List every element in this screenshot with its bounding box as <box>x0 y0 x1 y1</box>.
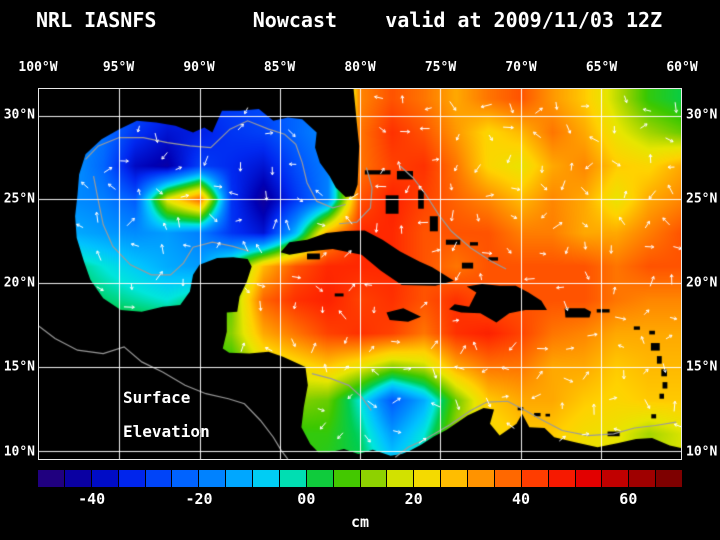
colorbar-unit: cm <box>350 513 370 531</box>
colorbar-segment <box>387 470 415 487</box>
colorbar-segment <box>602 470 630 487</box>
sea-surface-elevation-heatmap <box>39 89 681 459</box>
latitude-axis-left: 30°N 25°N 20°N 15°N 10°N <box>1 88 37 460</box>
lat-tick-label-left: 30°N <box>3 107 35 123</box>
longitude-axis: 100°W 95°W 90°W 85°W 80°W 75°W 70°W 65°W 60°W <box>18 60 697 78</box>
colorbar-segment <box>494 470 522 487</box>
colorbar-segment <box>38 470 65 487</box>
colorbar-segment <box>279 470 307 487</box>
map-area: Surface Elevation <box>38 88 682 460</box>
lat-tick-label-left: 20°N <box>3 275 35 291</box>
map-overlay-label-line1: Surface <box>123 388 191 407</box>
lon-tick-label: 100°W <box>18 60 58 75</box>
lat-tick-label-right: 30°N <box>686 107 718 123</box>
colorbar-segment <box>118 470 146 487</box>
colorbar-tick: 40 <box>511 490 531 508</box>
colorbar-segment <box>253 470 280 487</box>
colorbar-segment <box>172 470 200 487</box>
lon-tick-label: 60°W <box>666 60 698 75</box>
lat-tick-label-right: 25°N <box>686 191 718 207</box>
colorbar-tick: -40 <box>78 490 106 508</box>
map-overlay-label-line2: Elevation <box>123 422 210 441</box>
lon-tick-label: 75°W <box>424 60 457 75</box>
lat-tick-label-right: 15°N <box>686 359 718 375</box>
colorbar-tick: 60 <box>619 490 638 508</box>
colorbar-segment <box>199 470 227 487</box>
lon-tick-label: 85°W <box>263 60 296 75</box>
colorbar-segment <box>629 470 657 487</box>
colorbar-tick-labels: -40 -20 00 20 40 60 <box>38 490 682 510</box>
colorbar-segment <box>414 470 442 487</box>
lon-tick-label: 70°W <box>505 60 537 75</box>
plot-title: NRL IASNFS Nowcast valid at 2009/11/03 1… <box>36 8 663 32</box>
lon-tick-label: 95°W <box>102 60 135 75</box>
colorbar-tick: 00 <box>297 490 316 508</box>
colorbar-segment <box>521 470 549 487</box>
colorbar-segment <box>333 470 361 487</box>
lat-tick-label-left: 10°N <box>3 444 35 460</box>
latitude-axis-right: 30°N 25°N 20°N 15°N 10°N <box>684 88 720 460</box>
lat-tick-label-right: 20°N <box>686 275 718 291</box>
colorbar-tick: -20 <box>185 490 213 508</box>
colorbar-segment <box>548 470 576 487</box>
colorbar-segment <box>575 470 603 487</box>
colorbar <box>38 470 682 487</box>
lat-tick-label-left: 15°N <box>3 359 35 375</box>
colorbar-tick: 20 <box>404 490 423 508</box>
colorbar-segment <box>441 470 468 487</box>
colorbar-segment <box>360 470 388 487</box>
colorbar-segment <box>306 470 334 487</box>
colorbar-segment <box>656 470 682 487</box>
colorbar-segment <box>468 470 495 487</box>
lat-tick-label-left: 25°N <box>3 191 35 207</box>
lat-tick-label-right: 10°N <box>686 444 718 460</box>
colorbar-segment <box>145 470 173 487</box>
colorbar-segment <box>64 470 92 487</box>
lon-tick-label: 90°W <box>183 60 215 75</box>
lon-tick-label: 65°W <box>585 60 618 75</box>
colorbar-segment <box>91 470 119 487</box>
lon-tick-label: 80°W <box>344 60 376 75</box>
colorbar-segment <box>226 470 253 487</box>
